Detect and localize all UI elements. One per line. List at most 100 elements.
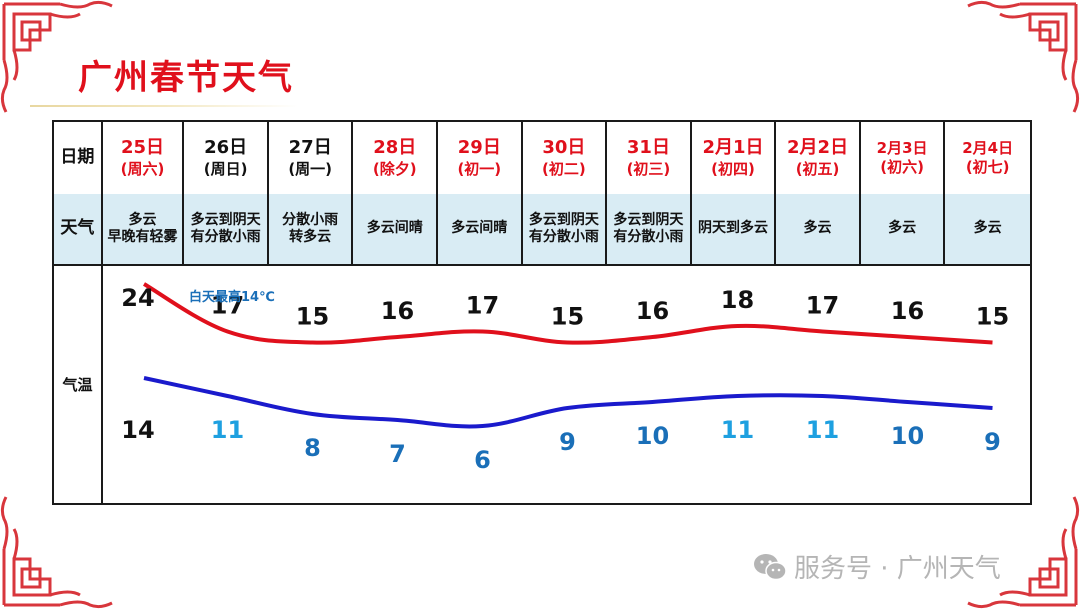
temperature-row: 气温 24 17 15 16 17 15 16 18 17 16 15 14 11 8 7 6 9 10 11 11 1… — [54, 266, 1030, 503]
date-cell: 2月4日 (初七) — [945, 122, 1030, 194]
high-temp-label: 15 — [976, 303, 1009, 331]
low-temp-line — [143, 376, 993, 429]
date-cell: 2月2日 (初五) — [776, 122, 861, 194]
high-temp-label: 24 — [121, 284, 154, 312]
weather-text: 阴天到多云 — [697, 220, 768, 237]
weather-cell: 多云 — [861, 194, 946, 264]
date-subtitle: (初六) — [880, 158, 924, 176]
low-temp-label: 8 — [304, 434, 321, 462]
weather-text: 有分散小雨 — [528, 229, 599, 245]
date-cell: 2月3日 (初六) — [861, 122, 946, 194]
weather-row: 天气 多云 早晚有轻雾 多云到阴天 有分散小雨 分散小雨 转多云 多云间晴 多云间晴 多云到阴天… — [54, 194, 1030, 266]
low-temp-label: 9 — [984, 428, 1001, 456]
low-temp-label: 11 — [721, 416, 754, 444]
high-temp-line — [143, 282, 993, 345]
weather-text: 多云到阴天 — [528, 211, 599, 228]
date-cell: 25日 (周六) — [103, 122, 185, 194]
date-row-label: 日期 — [54, 122, 103, 194]
date-subtitle: (初三) — [626, 159, 671, 178]
weather-cell: 阴天到多云 — [692, 194, 777, 264]
weather-cell: 多云 — [776, 194, 861, 264]
low-temp-label: 9 — [559, 428, 576, 456]
date-text: 30日 — [542, 137, 586, 159]
watermark-text: 服务号 · 广州天气 — [794, 554, 1001, 584]
weather-cell: 多云间晴 — [353, 194, 439, 264]
date-text: 2月2日 — [787, 137, 849, 159]
high-temp-label: 17 — [211, 292, 244, 320]
low-temp-label: 11 — [806, 416, 839, 444]
high-temp-label: 18 — [721, 286, 754, 314]
date-cell: 2月1日 (初四) — [692, 122, 777, 194]
high-temp-label: 17 — [806, 292, 839, 320]
title-underline — [30, 105, 298, 107]
date-text: 26日 — [204, 137, 248, 159]
corner-ornament-top-right — [967, 0, 1080, 113]
weather-text: 分散小雨 — [282, 211, 339, 228]
chart-annotation: 白天最高14℃ — [189, 289, 275, 305]
low-temp-label: 10 — [636, 422, 669, 450]
temperature-line-chart: 24 17 15 16 17 15 16 18 17 16 15 14 11 8 7 6 9 10 11 11 10 9 白… — [121, 282, 1009, 474]
weather-text: 多云 — [128, 211, 157, 228]
date-subtitle: (初四) — [711, 159, 755, 178]
corner-ornament-bottom-left — [0, 496, 113, 609]
weather-cell: 多云到阴天 有分散小雨 — [184, 194, 269, 264]
weather-text: 多云 — [888, 220, 917, 237]
date-text: 2月4日 — [962, 139, 1014, 158]
weather-text: 多云 — [973, 220, 1002, 237]
low-temp-label: 11 — [211, 416, 244, 444]
date-cell: 26日 (周日) — [184, 122, 269, 194]
date-subtitle: (初一) — [457, 159, 502, 178]
weather-cell: 多云间晴 — [438, 194, 523, 264]
date-text: 25日 — [121, 137, 165, 159]
weather-text: 多云到阴天 — [613, 211, 684, 228]
date-subtitle: (周一) — [288, 159, 333, 178]
weather-text: 转多云 — [289, 229, 332, 245]
wechat-icon — [754, 553, 787, 580]
low-temp-label: 10 — [891, 422, 924, 450]
weather-text: 有分散小雨 — [190, 229, 261, 245]
weather-cell: 多云到阴天 有分散小雨 — [607, 194, 692, 264]
weather-text: 多云间晴 — [451, 220, 508, 237]
date-cell: 29日 (初一) — [438, 122, 523, 194]
forecast-table: 日期 25日 (周六) 26日 (周日) 27日 (周一) 28日 (除夕) 29日 (初一) 30… — [52, 120, 1032, 505]
high-temp-label: 16 — [381, 297, 414, 325]
weather-text: 有分散小雨 — [613, 229, 684, 245]
weather-text: 早晚有轻雾 — [107, 229, 178, 245]
low-temp-label: 14 — [121, 416, 154, 444]
high-temp-label: 17 — [466, 292, 499, 320]
date-subtitle: (周日) — [203, 159, 248, 178]
corner-ornament-top-left — [0, 0, 113, 113]
corner-ornament-bottom-right — [967, 496, 1080, 609]
date-row: 日期 25日 (周六) 26日 (周日) 27日 (周一) 28日 (除夕) 29日 (初一) 30… — [54, 122, 1030, 196]
high-temp-label: 15 — [296, 303, 329, 331]
page-title: 广州春节天气 — [78, 58, 294, 98]
weather-cell: 多云 — [945, 194, 1030, 264]
watermark: 服务号 · 广州天气 — [752, 548, 1001, 585]
high-temp-label: 16 — [636, 297, 669, 325]
date-text: 2月1日 — [702, 137, 764, 159]
date-text: 27日 — [288, 137, 332, 159]
date-text: 2月3日 — [876, 139, 928, 158]
date-subtitle: (初七) — [965, 158, 1010, 176]
date-cell: 27日 (周一) — [269, 122, 354, 194]
high-temp-label: 15 — [551, 303, 584, 331]
date-text: 28日 — [373, 137, 417, 159]
weather-cell: 多云 早晚有轻雾 — [103, 194, 185, 264]
date-subtitle: (除夕) — [372, 159, 417, 178]
date-cell: 31日 (初三) — [607, 122, 692, 194]
date-text: 29日 — [457, 137, 501, 159]
weather-text: 多云 — [803, 220, 832, 237]
weather-cell: 多云到阴天 有分散小雨 — [523, 194, 608, 264]
high-temp-label: 16 — [891, 297, 924, 325]
low-temp-label: 7 — [389, 440, 406, 468]
date-cell: 28日 (除夕) — [353, 122, 439, 194]
weather-row-label: 天气 — [54, 194, 103, 264]
date-cell: 30日 (初二) — [523, 122, 608, 194]
weather-text: 多云到阴天 — [190, 211, 261, 228]
date-text: 31日 — [626, 137, 670, 159]
date-subtitle: (初二) — [542, 159, 586, 178]
low-temp-label: 6 — [474, 446, 491, 474]
temperature-row-label: 气温 — [54, 266, 103, 503]
date-subtitle: (初五) — [795, 159, 840, 178]
date-subtitle: (周六) — [120, 159, 165, 178]
